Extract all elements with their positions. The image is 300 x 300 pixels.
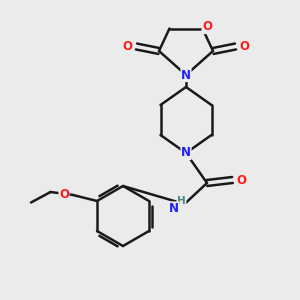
Text: N: N: [181, 146, 191, 160]
Text: O: O: [202, 20, 212, 34]
Text: N: N: [169, 202, 179, 215]
Text: O: O: [122, 40, 133, 53]
Text: H: H: [177, 196, 186, 206]
Text: O: O: [59, 188, 69, 202]
Text: O: O: [236, 173, 247, 187]
Text: O: O: [239, 40, 250, 53]
Text: N: N: [181, 68, 191, 82]
